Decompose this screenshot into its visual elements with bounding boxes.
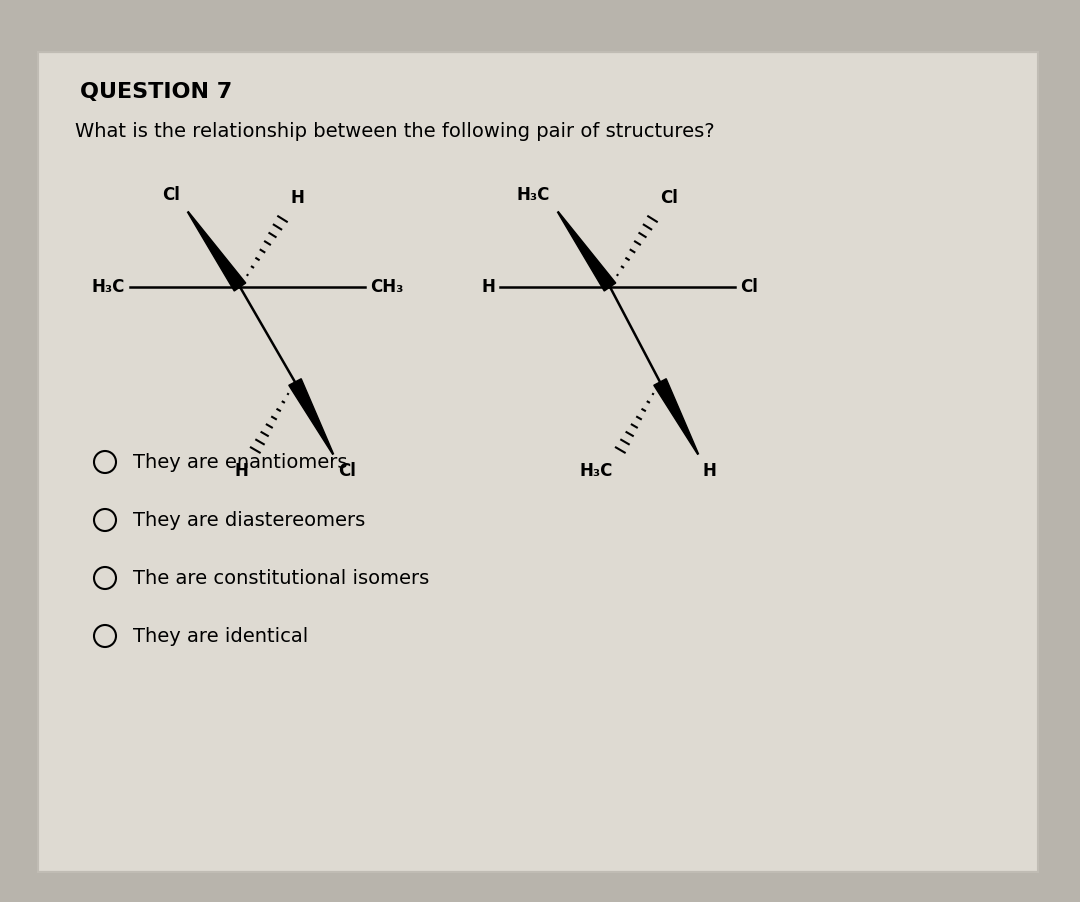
Polygon shape (288, 379, 334, 455)
Text: H: H (291, 189, 303, 207)
Text: H: H (703, 462, 717, 480)
Text: H: H (234, 462, 248, 480)
Text: H₃C: H₃C (92, 278, 125, 296)
Text: H₃C: H₃C (516, 186, 550, 204)
Text: They are enantiomers: They are enantiomers (133, 453, 348, 472)
Text: The are constitutional isomers: The are constitutional isomers (133, 568, 429, 587)
Text: Cl: Cl (660, 189, 678, 207)
Text: H₃C: H₃C (580, 462, 613, 480)
Text: QUESTION 7: QUESTION 7 (80, 82, 232, 102)
Text: Cl: Cl (162, 186, 180, 204)
Text: They are diastereomers: They are diastereomers (133, 511, 365, 529)
FancyBboxPatch shape (38, 52, 1038, 872)
Text: Cl: Cl (338, 462, 356, 480)
Polygon shape (557, 212, 616, 291)
Text: H: H (481, 278, 495, 296)
Text: They are identical: They are identical (133, 627, 308, 646)
Text: Cl: Cl (740, 278, 758, 296)
Text: What is the relationship between the following pair of structures?: What is the relationship between the fol… (75, 122, 715, 141)
Polygon shape (188, 212, 246, 291)
Polygon shape (653, 379, 699, 455)
Text: CH₃: CH₃ (370, 278, 403, 296)
